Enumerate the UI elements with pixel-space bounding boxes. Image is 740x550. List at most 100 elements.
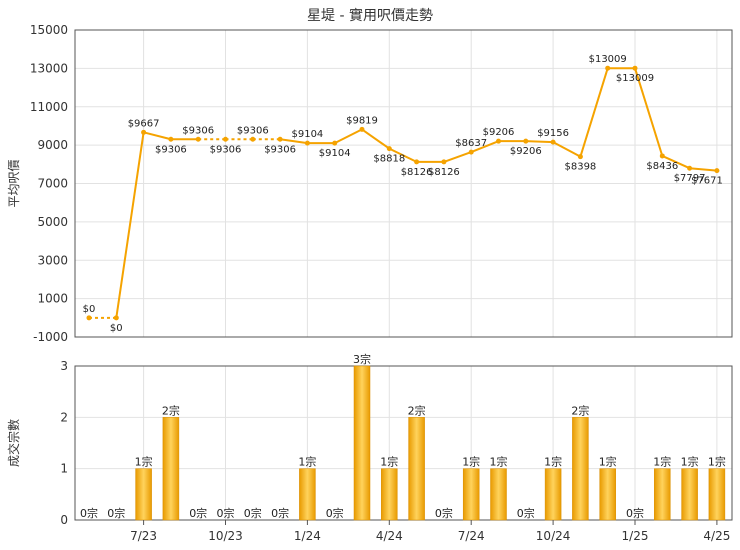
bar-value-label: 2宗 [162, 403, 180, 417]
x-tick-label: 10/23 [208, 529, 243, 543]
data-label: $9104 [319, 148, 351, 159]
data-label: $9156 [537, 128, 569, 139]
bar [654, 468, 671, 521]
data-point [659, 153, 665, 159]
bar-value-label: 0宗 [189, 506, 207, 520]
data-label: $13009 [589, 54, 627, 65]
data-label: $9306 [210, 144, 242, 155]
bar-value-label: 1宗 [490, 455, 508, 469]
data-label: $8436 [646, 161, 678, 172]
series-line-segment [334, 128, 363, 145]
x-tick-label: 1/24 [294, 529, 321, 543]
data-point [277, 136, 283, 142]
data-point [414, 159, 420, 165]
series-line-segment [579, 67, 609, 157]
bar-value-label: 1宗 [298, 455, 316, 469]
bar-value-label: 0宗 [326, 506, 344, 520]
bar-value-label: 0宗 [626, 506, 644, 520]
y-tick-label: -1000 [33, 330, 68, 344]
series-line-segment [689, 167, 717, 172]
price-line-chart: -1000 1000 3000 5000 7000 9000 11000 13000 15000… [7, 23, 733, 344]
data-point [141, 129, 147, 135]
bar-value-label: 0宗 [107, 506, 125, 520]
series-line-segment [115, 132, 145, 318]
y-tick-label: 1000 [37, 292, 68, 306]
data-point [468, 149, 474, 155]
bar-value-label: 1宗 [599, 455, 617, 469]
transaction-bar-chart: 0 1 2 3 成交宗數 0宗 0宗 1宗 2宗 0宗 0宗 0宗 0宗 1宗 0宗 3宗 1宗 2宗 0宗 1宗 1宗… [6, 352, 733, 543]
data-label: $0 [110, 323, 123, 334]
data-label: $0 [83, 304, 96, 315]
y-tick-label: 0 [60, 513, 68, 527]
bar [599, 468, 616, 521]
series-line-segment [634, 67, 664, 157]
data-point [168, 136, 174, 142]
y-tick-label: 3000 [37, 253, 68, 267]
bar [681, 468, 698, 521]
bar [135, 468, 152, 521]
data-label: $8126 [428, 167, 460, 178]
data-point [577, 154, 583, 160]
data-point [496, 138, 501, 144]
bar [462, 468, 480, 521]
bar-value-label: 2宗 [408, 403, 426, 417]
data-point [86, 315, 92, 321]
y-tick-label: 3 [60, 359, 68, 373]
bar-value-label: 2宗 [571, 403, 589, 417]
data-label: $9306 [264, 144, 296, 155]
x-tick-label: 7/24 [458, 529, 485, 543]
data-point [386, 146, 392, 152]
bar [162, 417, 180, 521]
bar [490, 468, 507, 521]
bar [353, 365, 371, 521]
y-tick-label: 7000 [37, 177, 68, 191]
bar-value-label: 1宗 [708, 455, 726, 469]
y-tick-label: 13000 [30, 61, 68, 75]
bar [299, 468, 316, 521]
data-label: $7797 [674, 173, 706, 184]
bar [381, 468, 398, 521]
y-tick-label: 1 [60, 462, 68, 476]
data-label: $9306 [155, 144, 187, 155]
x-tick-label: 10/24 [536, 529, 571, 543]
bar-value-label: 0宗 [244, 506, 262, 520]
bar-value-label: 1宗 [681, 455, 699, 469]
data-label: $9206 [483, 127, 515, 138]
bar-value-label: 1宗 [653, 455, 671, 469]
chart-title: 星堤 - 實用呎價走勢 [307, 7, 433, 24]
data-point [359, 126, 365, 132]
series-line-segment [552, 141, 581, 158]
y-tick-label: 5000 [37, 215, 68, 229]
bar-value-label: 1宗 [135, 455, 153, 469]
data-point [632, 65, 638, 71]
data-label: $9819 [346, 115, 378, 126]
data-point [250, 136, 256, 142]
series-line-segment [143, 131, 172, 141]
bar-value-label: 0宗 [80, 506, 98, 520]
data-point [687, 165, 693, 171]
data-label: $9306 [182, 125, 214, 136]
bar-value-label: 0宗 [517, 506, 535, 520]
y-tick-label: 11000 [30, 100, 68, 114]
data-label: $8398 [564, 162, 596, 173]
series-line-segment [525, 140, 554, 144]
data-point [304, 140, 310, 146]
data-label: $7671 [691, 176, 723, 187]
data-point [523, 138, 529, 144]
y-axis-label: 成交宗數 [6, 419, 21, 467]
bar-value-label: 0宗 [217, 506, 235, 520]
data-label: $9104 [291, 129, 323, 140]
data-label: $8637 [455, 138, 487, 149]
series-line-segment [661, 155, 691, 170]
data-point [714, 168, 720, 174]
data-label: $9206 [510, 146, 542, 157]
bar [572, 417, 589, 521]
y-tick-label: 15000 [30, 23, 68, 37]
series-line-segment [443, 151, 472, 163]
bar-value-label: 1宗 [544, 455, 562, 469]
data-point [113, 315, 119, 321]
data-point [332, 140, 338, 146]
data-label: $8126 [401, 167, 433, 178]
